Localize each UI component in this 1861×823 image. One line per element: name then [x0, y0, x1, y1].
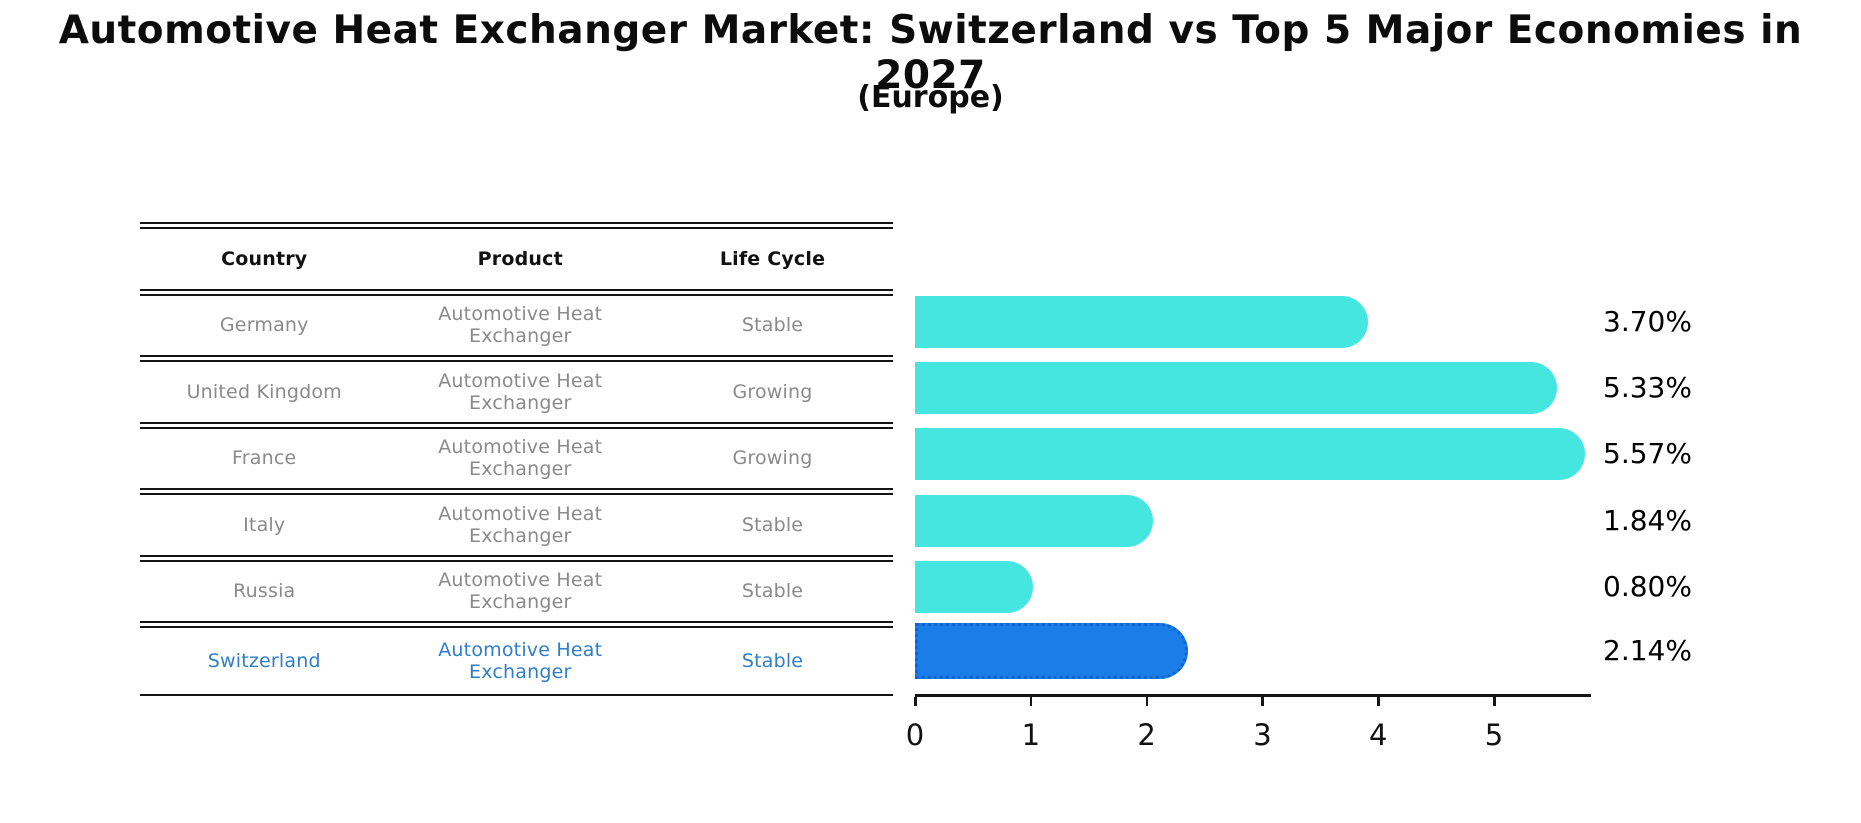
- chart-title: Automotive Heat Exchanger Market: Switze…: [58, 8, 1803, 98]
- x-tick-label: 2: [1137, 718, 1156, 752]
- table-body: Germany Automotive Heat Exchanger Stable Un…: [140, 296, 893, 696]
- table-rule-bottom: [140, 694, 893, 696]
- x-tick: [1145, 697, 1149, 706]
- x-tick: [914, 697, 917, 706]
- cell-country: Germany: [219, 314, 309, 337]
- cell-country: Russia: [233, 580, 296, 603]
- bar-italy: [915, 495, 1154, 547]
- table-row-united-kingdom: United Kingdom Automotive Heat Exchanger G…: [140, 362, 893, 422]
- table-rule: [140, 355, 893, 362]
- table-row-france: France Automotive Heat Exchanger Growing: [140, 429, 893, 489]
- x-tick-label: 3: [1253, 718, 1272, 752]
- x-tick-label: 4: [1368, 718, 1388, 752]
- x-tick: [1029, 697, 1033, 706]
- value-label-germany: 3.70%: [1603, 305, 1692, 338]
- table-rule-top: [140, 222, 893, 229]
- value-label-russia: 0.80%: [1603, 570, 1692, 603]
- cell-product: Automotive Heat Exchanger: [438, 369, 603, 414]
- bar-russia: [915, 561, 1033, 613]
- value-label-france: 5.57%: [1603, 437, 1692, 470]
- cell-product: Automotive Heat Exchanger: [438, 569, 603, 614]
- chart-subtitle: (Europe): [857, 80, 1004, 115]
- cell-life-cycle: Stable: [741, 314, 804, 337]
- x-tick-label: 1: [1021, 718, 1041, 752]
- bar-france: [915, 428, 1586, 480]
- value-label-switzerland: 2.14%: [1603, 634, 1692, 667]
- cell-product: Automotive Heat Exchanger: [438, 436, 603, 481]
- x-tick: [1261, 697, 1264, 706]
- cell-product: Automotive Heat Exchanger: [438, 639, 603, 683]
- table-rule: [140, 488, 893, 495]
- cell-country: France: [232, 447, 297, 470]
- table-rule: [140, 421, 893, 429]
- table-row-russia: Russia Automotive Heat Exchanger Stable: [140, 562, 893, 622]
- cell-life-cycle: Growing: [732, 380, 813, 403]
- value-label-italy: 1.84%: [1603, 504, 1692, 537]
- value-label-united-kingdom: 5.33%: [1603, 371, 1692, 404]
- cell-product: Automotive Heat Exchanger: [438, 303, 603, 348]
- cell-life-cycle: Stable: [741, 513, 804, 536]
- table-header-row: Country Product Life Cycle: [140, 229, 893, 289]
- cell-country: United Kingdom: [186, 380, 342, 403]
- table-row-italy: Italy Automotive Heat Exchanger Stable: [140, 495, 893, 555]
- table-row-switzerland: Switzerland Automotive Heat Exchanger Stab…: [140, 628, 893, 694]
- country-table: Country Product Life Cycle Germany Automo…: [140, 222, 893, 696]
- x-tick: [1377, 697, 1380, 706]
- table-rule-header: [140, 288, 893, 296]
- table-rule: [140, 621, 893, 628]
- cell-country: Italy: [243, 513, 286, 536]
- table-rule: [140, 554, 893, 562]
- bar-united-kingdom: [915, 362, 1558, 414]
- cell-life-cycle: Stable: [741, 650, 804, 672]
- bar-germany: [915, 296, 1369, 348]
- bar-switzerland: [915, 623, 1188, 679]
- x-tick: [1493, 697, 1496, 706]
- x-tick-label: 0: [905, 718, 925, 752]
- table-row-germany: Germany Automotive Heat Exchanger Stable: [140, 296, 893, 356]
- column-header-product: Product: [477, 247, 563, 270]
- column-header-country: Country: [221, 247, 308, 270]
- cell-country: Switzerland: [207, 650, 321, 672]
- cell-life-cycle: Growing: [732, 447, 813, 470]
- x-tick-label: 5: [1484, 718, 1504, 752]
- cell-product: Automotive Heat Exchanger: [438, 502, 603, 547]
- column-header-life-cycle: Life Cycle: [719, 247, 826, 270]
- x-axis-line: [915, 694, 1591, 697]
- cell-life-cycle: Stable: [741, 580, 804, 603]
